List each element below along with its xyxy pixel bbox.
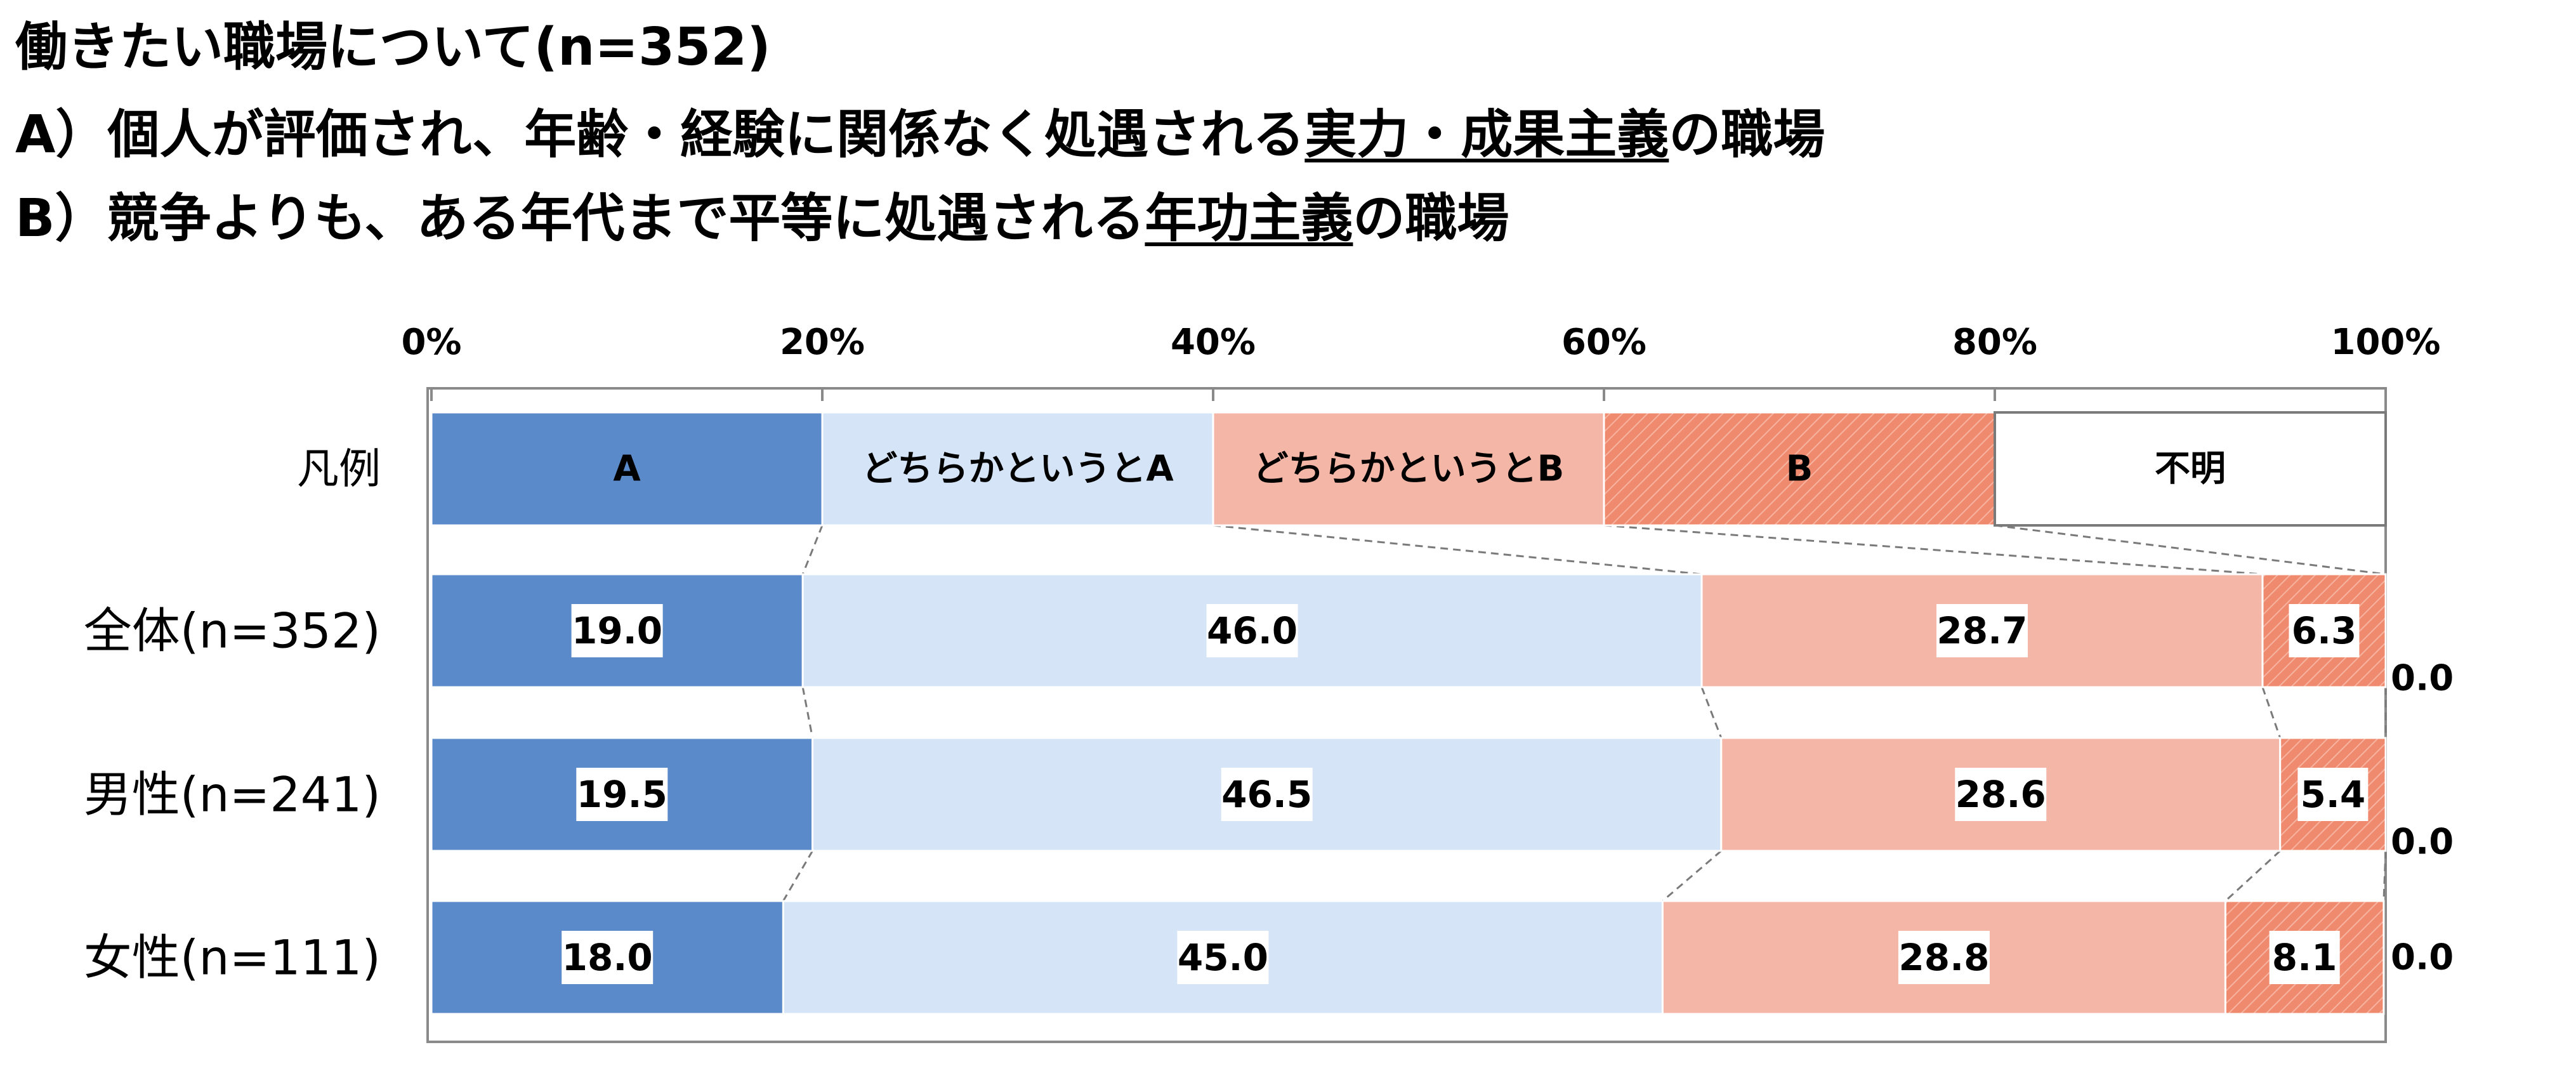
legend-entry-label: B [1786, 449, 1813, 490]
x-tick-label: 80% [1952, 322, 2037, 363]
title-line-2-emphasis: 実力・成果主義 [1304, 105, 1669, 165]
data-label-box [1936, 604, 2028, 657]
data-label: 6.3 [2292, 609, 2357, 652]
connector-line [2382, 850, 2387, 902]
title-line-3-prefix: B）競争よりも、ある年代まで平等に処遇される [15, 188, 1145, 249]
legend-segment [1212, 411, 1605, 527]
connector-lines [782, 524, 2387, 902]
data-label: 46.5 [1221, 773, 1312, 816]
data-label: 19.0 [572, 609, 662, 652]
category-label: 女性(n=111) [84, 930, 381, 986]
connector-line [1212, 524, 1702, 575]
data-label-box [2289, 604, 2360, 657]
x-tick-label: 20% [780, 322, 865, 363]
x-axis-ticks: 0% 20% 40% 60% 80% 100% [401, 322, 2441, 401]
data-label: 8.1 [2272, 936, 2337, 979]
connector-line [1603, 524, 2263, 575]
legend-segment [821, 411, 1214, 527]
data-label: 0.0 [2391, 937, 2454, 978]
data-label-box [1221, 768, 1313, 821]
legend-segment [1994, 411, 2387, 527]
title-line-2-suffix: の職場 [1669, 105, 1825, 165]
connector-line [801, 687, 814, 739]
data-label: 28.7 [1936, 609, 2027, 652]
connector-line [2261, 687, 2282, 739]
bars [430, 411, 2387, 1015]
data-label-box [1206, 604, 1298, 657]
x-tick-label: 60% [1561, 322, 1646, 363]
title-line-3-emphasis: 年功主義 [1145, 188, 1353, 249]
legend-entry-label: どちらかというとA [862, 449, 1174, 490]
legend-row-label: 凡例 [297, 445, 381, 494]
title-line-2-prefix: A）個人が評価され、年齢・経験に関係なく処遇される [15, 105, 1305, 165]
data-label-box [1177, 931, 1269, 984]
data-label-box [1898, 931, 1990, 984]
data-label: 0.0 [2391, 822, 2454, 863]
data-label: 46.0 [1207, 609, 1298, 652]
data-label: 18.0 [562, 936, 653, 979]
legend-entry-label: 不明 [2155, 449, 2226, 490]
data-label-box [576, 768, 668, 821]
category-label: 全体(n=352) [84, 603, 381, 659]
data-label-box [562, 931, 654, 984]
legend-entry-label: A [613, 449, 641, 490]
data-label: 28.8 [1898, 936, 1989, 979]
connector-line [1994, 524, 2386, 575]
x-tick-label: 100% [2330, 322, 2440, 363]
x-tick-label: 0% [401, 322, 461, 363]
connector-line [782, 850, 813, 902]
chart-title-line-1: 働きたい職場について(n=352) [15, 22, 771, 74]
x-tick-label: 40% [1171, 322, 1256, 363]
data-label-box [571, 604, 663, 657]
data-label-box [1955, 768, 2047, 821]
connector-line [1700, 687, 1723, 739]
connector-line [1662, 850, 1722, 902]
data-label: 28.6 [1955, 773, 2046, 816]
data-label-box [2269, 931, 2340, 984]
title-line-1-text: 働きたい職場について(n=352) [15, 17, 771, 77]
data-label: 5.4 [2300, 773, 2365, 816]
data-label: 0.0 [2391, 658, 2454, 699]
legend-entry-label: どちらかというとB [1253, 449, 1565, 490]
data-label: 45.0 [1178, 936, 1268, 979]
title-line-3-suffix: の職場 [1353, 188, 1509, 249]
data-label-box [2297, 768, 2369, 821]
connector-line [801, 525, 824, 575]
chart-title-line-3: B）競争よりも、ある年代まで平等に処遇される年功主義の職場 [15, 193, 1509, 245]
category-label: 男性(n=241) [84, 766, 381, 823]
chart-title-line-2: A）個人が評価され、年齢・経験に関係なく処遇される実力・成果主義の職場 [15, 109, 1825, 161]
legend-segment [430, 411, 824, 527]
connector-line [2224, 850, 2281, 902]
data-label: 19.5 [577, 773, 667, 816]
